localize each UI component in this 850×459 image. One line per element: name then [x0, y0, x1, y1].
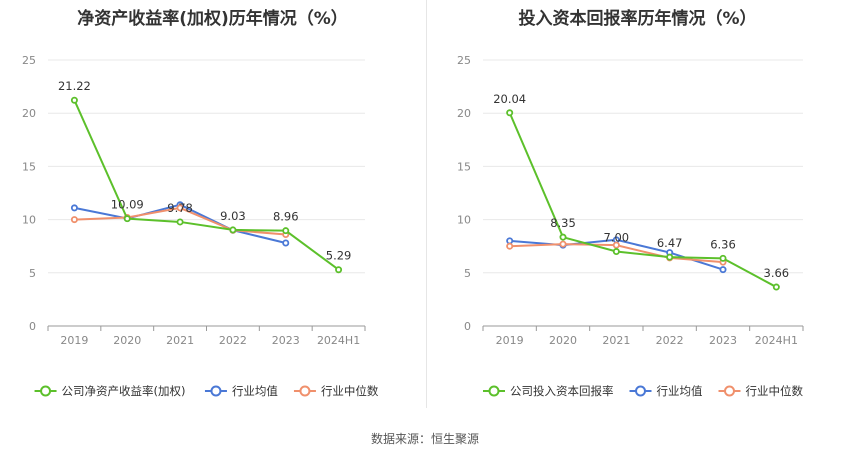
data-point	[612, 241, 620, 249]
data-point	[719, 266, 727, 274]
roic-chart-svg: 0 5 10 15 20 25 2019 2020 2021 2022 2023 2024H1 20.0…	[457, 54, 804, 398]
legend-marker-icon	[724, 385, 735, 397]
x-tick-label: 2019	[496, 334, 524, 347]
data-point	[719, 254, 727, 262]
data-point	[123, 215, 131, 223]
x-tick-label: 2023	[709, 334, 737, 347]
legend-marker-icon	[40, 385, 52, 397]
y-tick-label: 10	[22, 214, 36, 227]
series-line	[73, 99, 340, 271]
x-tick-label: 2020	[113, 334, 141, 347]
chart-title: 净资产收益率(加权)历年情况（%）	[77, 9, 348, 29]
legend-label: 行业均值	[657, 384, 703, 398]
data-label: 6.36	[710, 237, 736, 251]
legend-marker-icon	[488, 385, 500, 397]
roic-chart-panel: 投入资本回报率历年情况（%） 0 5 10 15 20 25 2019 2020 2021 202…	[425, 0, 850, 420]
x-tick-label: 2021	[166, 334, 194, 347]
x-tick-label: 2021	[602, 334, 630, 347]
data-label: 3.66	[764, 266, 790, 280]
legend-label: 公司投入资本回报率	[510, 384, 614, 398]
x-tick-label: 2024H1	[317, 334, 360, 347]
roe-chart-panel: 净资产收益率(加权)历年情况（%） 0 5 10 15 20 25 2019 2020 2021…	[0, 0, 425, 420]
data-label: 9.78	[167, 201, 193, 215]
data-point	[612, 248, 620, 256]
roe-chart-svg: 0 5 10 15 20 25 2019 2020 2021 2022 2023 2024H1 21.2…	[22, 54, 379, 398]
y-tick-label: 25	[22, 54, 36, 67]
legend-label: 行业中位数	[746, 384, 804, 398]
y-tick-label: 5	[464, 267, 471, 280]
y-tick-label: 20	[22, 107, 36, 120]
data-point	[70, 96, 78, 104]
data-point	[282, 239, 290, 247]
legend-marker-icon	[635, 385, 646, 397]
data-point	[176, 218, 184, 226]
legend-label: 公司净资产收益率(加权)	[62, 384, 186, 398]
x-tick-label: 2023	[272, 334, 300, 347]
data-point	[506, 109, 514, 117]
data-label: 21.22	[58, 79, 91, 93]
data-label: 5.29	[326, 249, 352, 263]
series-line	[508, 112, 777, 288]
data-point	[335, 266, 343, 274]
x-tick-label: 2022	[656, 334, 684, 347]
legend-label: 行业均值	[232, 384, 278, 398]
data-point	[559, 240, 567, 248]
data-point	[506, 237, 514, 245]
data-point	[70, 204, 78, 212]
x-tick-label: 2019	[60, 334, 88, 347]
data-source-label: 数据来源：恒生聚源	[370, 432, 479, 446]
y-tick-label: 20	[457, 107, 471, 120]
data-point	[70, 216, 78, 224]
data-label: 7.00	[604, 231, 630, 245]
data-label: 10.09	[111, 198, 144, 212]
x-tick-label: 2024H1	[755, 334, 798, 347]
data-label: 8.96	[273, 210, 299, 224]
y-tick-label: 15	[457, 160, 471, 173]
data-point	[506, 242, 514, 250]
chart-title: 投入资本回报率历年情况（%）	[518, 9, 757, 29]
legend-marker-icon	[299, 385, 311, 397]
data-point	[666, 253, 674, 261]
y-tick-label: 25	[457, 54, 471, 67]
panel-divider	[426, 0, 427, 408]
y-tick-label: 0	[464, 320, 471, 333]
data-point	[559, 233, 567, 241]
data-point	[282, 227, 290, 235]
data-label: 20.04	[493, 92, 526, 106]
data-point	[229, 226, 237, 234]
y-tick-label: 10	[457, 214, 471, 227]
y-tick-label: 0	[29, 320, 36, 333]
data-label: 6.47	[657, 236, 683, 250]
legend-marker-icon	[210, 385, 222, 397]
y-tick-label: 15	[22, 160, 36, 173]
x-tick-label: 2020	[549, 334, 577, 347]
data-label: 8.35	[550, 216, 576, 230]
y-tick-label: 5	[29, 267, 36, 280]
legend-label: 行业中位数	[321, 384, 379, 398]
data-point	[772, 283, 780, 291]
x-tick-label: 2022	[219, 334, 247, 347]
data-label: 9.03	[220, 209, 246, 223]
data-point	[176, 204, 184, 212]
